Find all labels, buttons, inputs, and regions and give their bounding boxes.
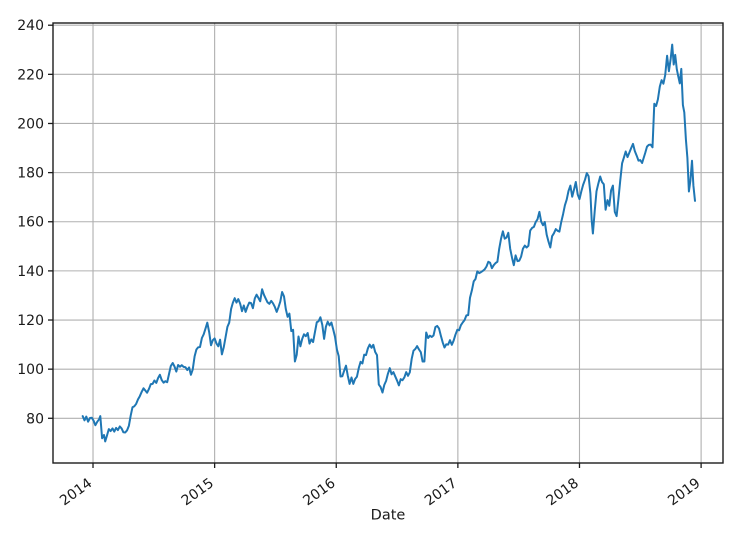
y-tick-label: 140 [17, 264, 44, 280]
y-tick-label: 240 [17, 18, 44, 34]
plot-frame [52, 22, 724, 464]
x-tick-label: 2014 [57, 475, 95, 509]
x-tick-label: 2018 [544, 475, 582, 509]
y-tick-label: 160 [17, 215, 44, 231]
x-axis-title: Date [371, 508, 406, 524]
x-tick-label: 2016 [300, 475, 338, 509]
x-tick-label: 2015 [179, 475, 217, 509]
grid-lines [53, 23, 723, 463]
x-tick-label: 2019 [665, 475, 703, 509]
y-axis-ticks: 80 100 120 140 160 180 200 220 240 [17, 18, 53, 427]
x-axis-ticks: 2014 2015 2016 2017 2018 2019 [57, 463, 703, 509]
y-tick-label: 100 [17, 362, 44, 378]
y-tick-label: 180 [17, 166, 44, 182]
y-tick-label: 200 [17, 116, 44, 132]
x-tick-label: 2017 [422, 475, 460, 509]
y-tick-label: 120 [17, 313, 44, 329]
y-tick-label: 220 [17, 67, 44, 83]
price-line-series [81, 43, 696, 443]
y-tick-label: 80 [26, 411, 44, 427]
